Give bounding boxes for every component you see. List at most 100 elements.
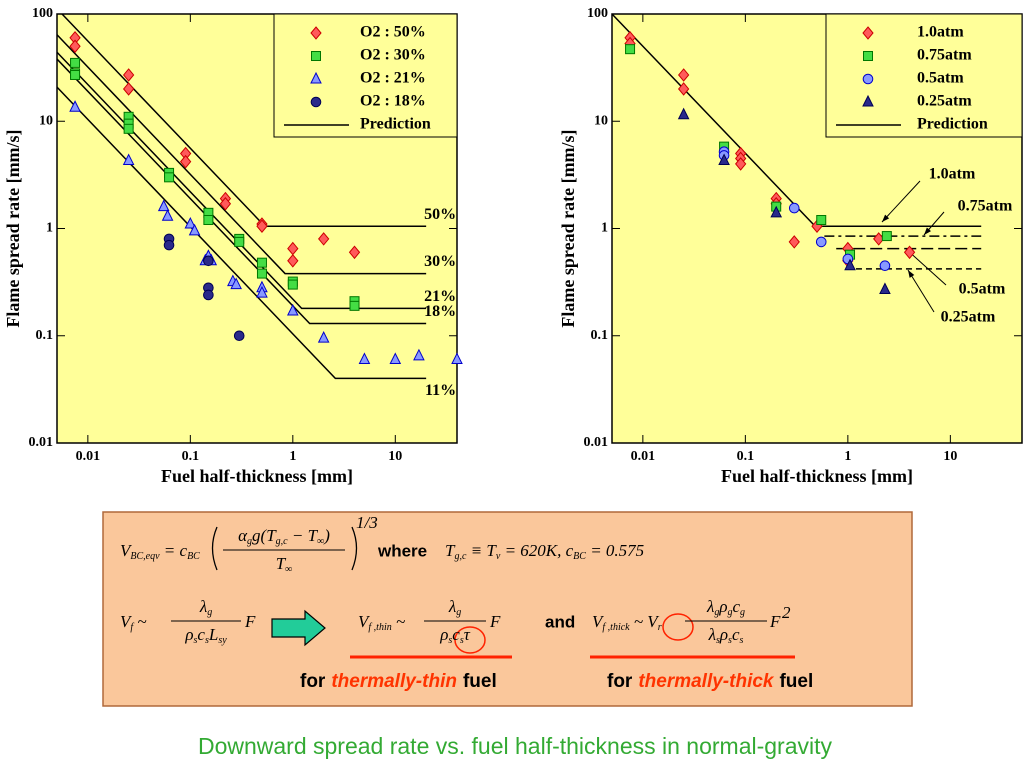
formula-sub: ∞ xyxy=(285,564,292,575)
formula-part: V xyxy=(358,612,371,631)
formula-part: V xyxy=(120,541,133,560)
formula-sub: s xyxy=(460,635,464,646)
marker xyxy=(788,235,800,249)
formula-sub: BC xyxy=(187,551,200,562)
caption: Downward spread rate vs. fuel half-thick… xyxy=(198,733,833,759)
footer-fuel: fuel xyxy=(779,671,813,692)
marker xyxy=(389,352,402,365)
formula-sub: s xyxy=(728,635,732,646)
marker xyxy=(625,44,636,55)
x-tick-label: 0.01 xyxy=(76,449,101,464)
formula-part: α xyxy=(238,526,248,545)
x-tick-label: 1 xyxy=(844,449,851,464)
formula-sub: BC,eqv xyxy=(130,551,160,562)
prediction-line xyxy=(56,58,427,325)
marker xyxy=(233,330,245,342)
formula-part: = c xyxy=(160,541,188,560)
annotation-arrow xyxy=(907,269,935,313)
marker xyxy=(234,236,245,247)
formula-part: λ xyxy=(708,625,716,644)
y-tick-label: 10 xyxy=(39,113,53,128)
marker xyxy=(317,331,330,343)
marker xyxy=(69,39,81,54)
x-tick-label: 0.01 xyxy=(631,449,656,464)
formula-part: λ xyxy=(448,597,456,616)
line-label: 11% xyxy=(425,382,456,399)
marker xyxy=(188,223,201,236)
legend-label: 1.0atm xyxy=(917,24,964,41)
formula-sub: g xyxy=(728,607,733,618)
marker xyxy=(256,219,268,234)
formula-part: − T xyxy=(288,526,319,545)
formula-text: λsρscs xyxy=(708,625,744,646)
formula-sub: g,c xyxy=(276,536,289,547)
formula-sub: g xyxy=(740,607,745,618)
formula-sub: s xyxy=(716,635,720,646)
marker xyxy=(349,300,360,311)
x-tick-label: 1 xyxy=(289,449,296,464)
marker xyxy=(903,245,916,260)
formula-part: = 0.575 xyxy=(586,541,644,560)
line-label: 21% xyxy=(424,288,456,305)
legend-label: O2 : 30% xyxy=(360,47,426,64)
formula-box xyxy=(102,511,913,707)
marker xyxy=(718,153,730,166)
formula-sub: s xyxy=(205,635,209,646)
formula-part: F xyxy=(244,612,256,631)
formula-part: = 620K, c xyxy=(500,541,573,560)
y-tick-label: 0.01 xyxy=(29,435,54,450)
annotation-arrow xyxy=(881,180,921,223)
formula-part: L xyxy=(208,625,218,644)
marker xyxy=(287,279,298,290)
formula-sub: g xyxy=(207,607,212,618)
marker xyxy=(770,205,783,218)
marker xyxy=(862,73,874,85)
formula-text: F xyxy=(769,612,781,631)
marker xyxy=(318,232,330,246)
formula-sub: v xyxy=(496,551,501,562)
formula-part: V xyxy=(592,612,605,631)
formula-text: αgg(Tg,c − T∞) xyxy=(238,526,330,547)
formula-sub: g xyxy=(456,607,461,618)
marker xyxy=(735,157,747,171)
marker xyxy=(203,289,214,301)
marker xyxy=(815,236,827,248)
legend xyxy=(273,13,458,138)
line-label: 0.5atm xyxy=(959,281,1006,298)
formula-text: Vf ~ xyxy=(120,612,147,633)
prediction-line xyxy=(56,86,427,380)
formula-part: F xyxy=(489,612,501,631)
formula-part: ρ xyxy=(719,625,728,644)
y-tick-label: 0.1 xyxy=(36,328,54,343)
marker xyxy=(203,215,214,226)
y-tick-label: 1 xyxy=(46,221,53,236)
marker xyxy=(179,154,192,169)
marker xyxy=(69,100,81,112)
formula-text: λg xyxy=(199,597,212,618)
marker xyxy=(70,57,81,68)
footer-kind: thermally-thin xyxy=(331,671,457,692)
marker xyxy=(311,51,321,61)
formula-text: λg xyxy=(448,597,461,618)
formula-sub: f ,thick xyxy=(602,622,630,633)
marker xyxy=(287,303,299,316)
marker xyxy=(879,282,891,294)
marker xyxy=(219,197,232,211)
prediction-line xyxy=(56,51,427,310)
marker xyxy=(287,254,299,268)
formula-text: T∞ xyxy=(276,554,293,575)
x-axis-label: Fuel half-thickness [mm] xyxy=(721,466,913,486)
x-tick-label: 10 xyxy=(388,449,402,464)
marker xyxy=(677,68,690,82)
legend-label: O2 : 21% xyxy=(360,70,426,87)
marker xyxy=(184,216,197,229)
formula-part: T xyxy=(276,554,287,573)
formula-sub: f ,thin xyxy=(368,622,391,633)
legend-label: 0.5atm xyxy=(917,70,964,87)
highlight-circle xyxy=(454,626,486,654)
formula-part: c xyxy=(452,625,460,644)
legend-label: O2 : 18% xyxy=(360,93,426,110)
formula-part: ρ xyxy=(439,625,448,644)
y-tick-label: 1 xyxy=(601,221,608,236)
y-axis-label: Flame spread rate [mm/s] xyxy=(3,129,23,327)
